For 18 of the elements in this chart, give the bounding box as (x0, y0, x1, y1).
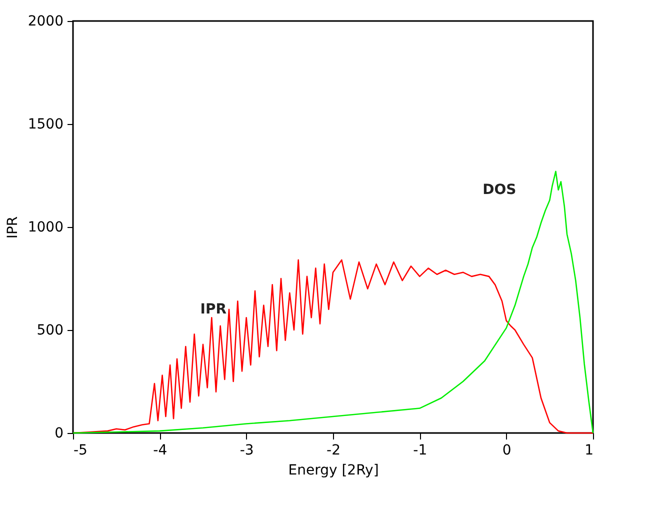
x-tick-label: 1 (584, 442, 594, 458)
x-tick-label: -1 (413, 442, 428, 458)
x-tick-label: 0 (502, 442, 512, 458)
y-tick-label: 500 (36, 322, 64, 338)
y-tick-label: 1000 (28, 220, 64, 236)
y-tick-label: 2000 (28, 14, 64, 30)
x-tick-label: -4 (153, 442, 168, 458)
x-tick-label: -5 (74, 442, 88, 458)
y-tick-label: 1500 (28, 116, 64, 132)
x-axis-title: Energy [2Ry] (288, 462, 379, 478)
text: DOS (482, 182, 516, 198)
line-series (72, 259, 594, 434)
x-tick-label: -3 (240, 442, 254, 458)
line-series (72, 170, 594, 434)
y-axis-title: IPR (4, 216, 21, 239)
y-tick-label: 0 (54, 426, 64, 442)
series-label: IPR (200, 301, 227, 318)
x-tick-label: -2 (326, 442, 340, 458)
